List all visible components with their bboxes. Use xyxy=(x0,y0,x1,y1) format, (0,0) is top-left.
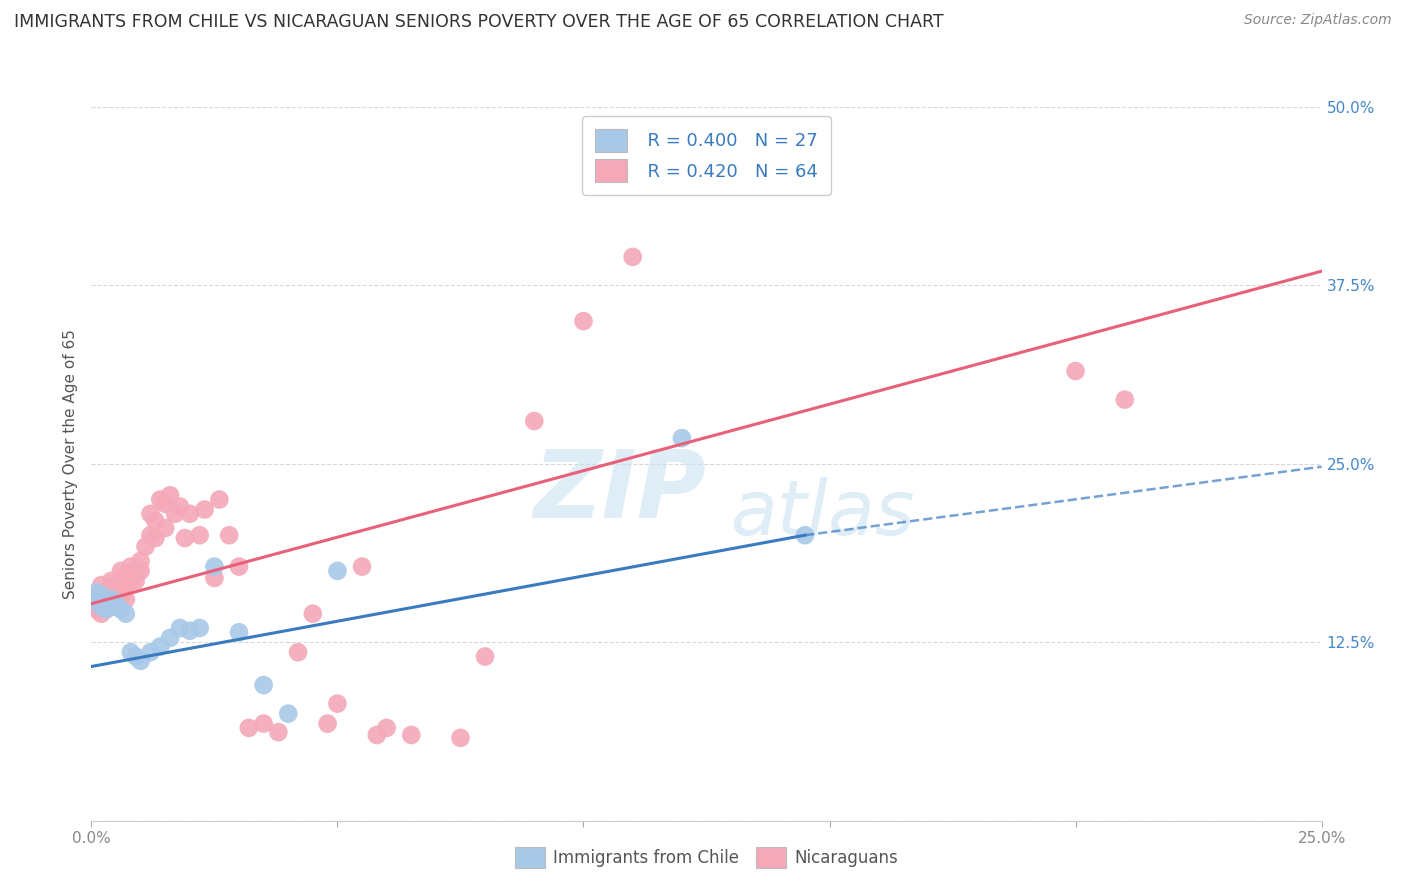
Point xyxy=(120,574,142,588)
Point xyxy=(100,592,122,607)
Point xyxy=(238,721,260,735)
Point xyxy=(90,588,112,602)
Y-axis label: Seniors Poverty Over the Age of 65: Seniors Poverty Over the Age of 65 xyxy=(62,329,77,599)
Point xyxy=(139,507,162,521)
Point xyxy=(105,578,127,592)
Point xyxy=(253,678,276,692)
Point xyxy=(179,507,201,521)
Point xyxy=(399,728,422,742)
Point xyxy=(105,597,127,611)
Point xyxy=(523,414,546,428)
Point xyxy=(114,607,138,621)
Point xyxy=(1114,392,1136,407)
Point xyxy=(621,250,644,264)
Point xyxy=(135,540,156,554)
Point xyxy=(86,585,108,599)
Point xyxy=(110,574,132,588)
Point xyxy=(90,607,112,621)
Point xyxy=(202,559,225,574)
Point xyxy=(277,706,299,721)
Point xyxy=(179,624,201,638)
Text: ZIP: ZIP xyxy=(534,446,706,539)
Point xyxy=(366,728,388,742)
Point xyxy=(153,521,177,535)
Point xyxy=(149,640,172,654)
Point xyxy=(188,528,211,542)
Point xyxy=(124,574,146,588)
Point xyxy=(120,645,142,659)
Point xyxy=(124,564,146,578)
Point xyxy=(96,592,117,607)
Point xyxy=(218,528,240,542)
Point xyxy=(449,731,471,745)
Point xyxy=(129,564,152,578)
Point xyxy=(110,602,132,616)
Point xyxy=(671,431,693,445)
Point xyxy=(114,578,138,592)
Point xyxy=(474,649,496,664)
Point xyxy=(572,314,595,328)
Point xyxy=(188,621,211,635)
Point xyxy=(253,716,276,731)
Point xyxy=(169,500,191,514)
Point xyxy=(208,492,231,507)
Point xyxy=(100,574,122,588)
Point xyxy=(316,716,339,731)
Text: atlas: atlas xyxy=(731,477,915,550)
Point xyxy=(145,514,166,528)
Point xyxy=(163,507,186,521)
Point xyxy=(326,564,349,578)
Point xyxy=(139,645,162,659)
Point xyxy=(326,697,349,711)
Point xyxy=(96,602,117,616)
Point xyxy=(129,654,152,668)
Point xyxy=(86,588,108,602)
Point xyxy=(145,531,166,545)
Point xyxy=(202,571,225,585)
Point xyxy=(105,599,127,614)
Point xyxy=(110,588,132,602)
Point xyxy=(100,599,122,614)
Point xyxy=(267,725,290,739)
Point xyxy=(149,492,172,507)
Point xyxy=(124,649,146,664)
Point xyxy=(105,588,127,602)
Point xyxy=(129,554,152,568)
Point xyxy=(100,585,122,599)
Point xyxy=(96,585,117,599)
Point xyxy=(86,592,108,607)
Point xyxy=(86,602,108,616)
Point xyxy=(1064,364,1087,378)
Point xyxy=(96,592,117,607)
Point xyxy=(114,592,138,607)
Point xyxy=(90,592,112,607)
Text: Source: ZipAtlas.com: Source: ZipAtlas.com xyxy=(1244,13,1392,28)
Point xyxy=(228,625,250,640)
Point xyxy=(159,631,181,645)
Point xyxy=(86,592,108,607)
Point xyxy=(90,599,112,614)
Point xyxy=(793,528,815,542)
Point xyxy=(120,559,142,574)
Point xyxy=(193,502,217,516)
Point xyxy=(228,559,250,574)
Point xyxy=(301,607,323,621)
Point xyxy=(174,531,197,545)
Point xyxy=(375,721,398,735)
Point xyxy=(352,559,374,574)
Point xyxy=(100,597,122,611)
Point xyxy=(139,528,162,542)
Point xyxy=(153,497,177,511)
Legend: Immigrants from Chile, Nicaraguans: Immigrants from Chile, Nicaraguans xyxy=(506,838,907,877)
Text: IMMIGRANTS FROM CHILE VS NICARAGUAN SENIORS POVERTY OVER THE AGE OF 65 CORRELATI: IMMIGRANTS FROM CHILE VS NICARAGUAN SENI… xyxy=(14,13,943,31)
Point xyxy=(96,602,117,616)
Point xyxy=(90,578,112,592)
Point xyxy=(114,568,138,582)
Point xyxy=(287,645,309,659)
Point xyxy=(159,488,181,502)
Point xyxy=(169,621,191,635)
Point xyxy=(110,564,132,578)
